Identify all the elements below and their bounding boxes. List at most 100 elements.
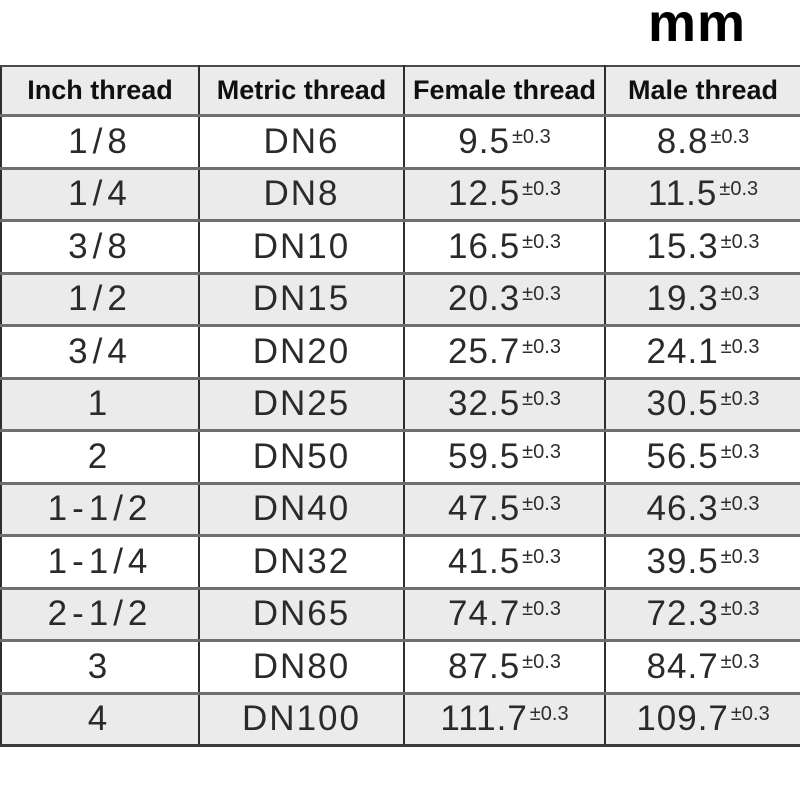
- female-value: 32.5: [448, 384, 521, 424]
- female-cell: 47.5 ±0.3: [403, 481, 606, 537]
- tolerance-sup: ±0.3: [720, 545, 760, 568]
- table-row: 1 DN25 32.5 ±0.3 30.5 ±0.3: [0, 376, 800, 432]
- metric-cell: DN8: [198, 166, 405, 222]
- male-cell: 56.5 ±0.3: [604, 429, 800, 485]
- col-header-female-thread: Female thread: [403, 65, 606, 117]
- tolerance-sup: ±0.3: [522, 388, 561, 411]
- table-row: 3/8 DN10 16.5 ±0.3 15.3 ±0.3: [0, 219, 800, 275]
- inch-cell: 1-1/4: [0, 534, 200, 590]
- male-cell: 15.3 ±0.3: [604, 219, 800, 275]
- table-row: 1/2 DN15 20.3 ±0.3 19.3 ±0.3: [0, 271, 800, 327]
- metric-cell: DN65: [198, 586, 405, 642]
- inch-cell: 1/8: [0, 114, 200, 170]
- table-row: 2 DN50 59.5 ±0.3 56.5 ±0.3: [0, 429, 800, 485]
- female-cell: 20.3 ±0.3: [403, 271, 606, 327]
- male-value: 109.7: [636, 699, 729, 739]
- tolerance-sup: ±0.3: [522, 440, 561, 463]
- male-value: 30.5: [646, 384, 719, 424]
- tolerance-sup: ±0.3: [522, 178, 561, 201]
- inch-cell: 1: [0, 376, 200, 432]
- metric-cell: DN32: [198, 534, 405, 590]
- tolerance-sup: ±0.3: [522, 283, 561, 306]
- male-cell: 84.7 ±0.3: [604, 639, 800, 695]
- metric-cell: DN50: [198, 429, 405, 485]
- tolerance-sup: ±0.3: [522, 230, 561, 253]
- male-value: 15.3: [646, 226, 719, 266]
- inch-cell: 3/4: [0, 324, 200, 380]
- male-cell: 8.8 ±0.3: [604, 114, 800, 170]
- female-value: 25.7: [448, 331, 521, 371]
- tolerance-sup: ±0.3: [720, 230, 760, 253]
- male-cell: 30.5 ±0.3: [604, 376, 800, 432]
- tolerance-sup: ±0.3: [511, 125, 551, 148]
- thread-size-table: Inch thread Metric thread Female thread …: [0, 65, 800, 747]
- female-value: 9.5: [458, 121, 510, 161]
- female-value: 16.5: [448, 226, 521, 266]
- female-cell: 25.7 ±0.3: [403, 324, 606, 380]
- inch-cell: 2-1/2: [0, 586, 200, 642]
- female-cell: 12.5 ±0.3: [403, 166, 606, 222]
- table-row: 3/4 DN20 25.7 ±0.3 24.1 ±0.3: [0, 324, 800, 380]
- inch-cell: 1/4: [0, 166, 200, 222]
- male-value: 72.3: [646, 594, 719, 634]
- tolerance-sup: ±0.3: [720, 388, 760, 411]
- female-value: 41.5: [448, 541, 521, 581]
- female-cell: 59.5 ±0.3: [403, 429, 606, 485]
- tolerance-sup: ±0.3: [730, 703, 770, 726]
- tolerance-sup: ±0.3: [720, 335, 760, 358]
- tolerance-sup: ±0.3: [719, 178, 759, 201]
- male-cell: 11.5 ±0.3: [604, 166, 800, 222]
- female-cell: 32.5 ±0.3: [403, 376, 606, 432]
- female-cell: 16.5 ±0.3: [403, 219, 606, 275]
- col-header-inch-thread: Inch thread: [0, 65, 200, 117]
- female-value: 47.5: [448, 489, 521, 529]
- metric-cell: DN25: [198, 376, 405, 432]
- female-value: 12.5: [448, 174, 521, 214]
- male-cell: 19.3 ±0.3: [604, 271, 800, 327]
- metric-cell: DN15: [198, 271, 405, 327]
- tolerance-sup: ±0.3: [522, 545, 561, 568]
- inch-cell: 4: [0, 691, 200, 747]
- col-header-male-thread: Male thread: [604, 65, 800, 117]
- female-value: 74.7: [448, 594, 521, 634]
- female-value: 111.7: [440, 699, 528, 739]
- female-cell: 87.5 ±0.3: [403, 639, 606, 695]
- tolerance-sup: ±0.3: [720, 493, 760, 516]
- male-value: 56.5: [646, 436, 719, 476]
- table-header-row: Inch thread Metric thread Female thread …: [0, 65, 800, 117]
- male-cell: 24.1 ±0.3: [604, 324, 800, 380]
- tolerance-sup: ±0.3: [529, 703, 569, 726]
- table-row: 1/4 DN8 12.5 ±0.3 11.5 ±0.3: [0, 166, 800, 222]
- male-value: 19.3: [646, 279, 719, 319]
- female-cell: 111.7 ±0.3: [403, 691, 606, 747]
- table-row: 4 DN100 111.7 ±0.3 109.7 ±0.3: [0, 691, 800, 747]
- male-value: 84.7: [646, 646, 719, 686]
- metric-cell: DN100: [198, 691, 405, 747]
- female-cell: 41.5 ±0.3: [403, 534, 606, 590]
- female-cell: 74.7 ±0.3: [403, 586, 606, 642]
- tolerance-sup: ±0.3: [522, 650, 561, 673]
- inch-cell: 1/2: [0, 271, 200, 327]
- table-row: 1-1/2 DN40 47.5 ±0.3 46.3 ±0.3: [0, 481, 800, 537]
- male-value: 46.3: [646, 489, 719, 529]
- metric-cell: DN10: [198, 219, 405, 275]
- male-value: 24.1: [646, 331, 719, 371]
- tolerance-sup: ±0.3: [710, 125, 750, 148]
- male-value: 8.8: [656, 121, 709, 161]
- female-value: 87.5: [448, 646, 521, 686]
- tolerance-sup: ±0.3: [522, 493, 561, 516]
- metric-cell: DN6: [198, 114, 405, 170]
- tolerance-sup: ±0.3: [522, 335, 561, 358]
- unit-label: mm: [648, 0, 747, 53]
- female-value: 59.5: [448, 436, 521, 476]
- metric-cell: DN20: [198, 324, 405, 380]
- metric-cell: DN80: [198, 639, 405, 695]
- tolerance-sup: ±0.3: [720, 598, 760, 621]
- male-value: 39.5: [646, 541, 719, 581]
- metric-cell: DN40: [198, 481, 405, 537]
- inch-cell: 3: [0, 639, 200, 695]
- tolerance-sup: ±0.3: [720, 440, 760, 463]
- tolerance-sup: ±0.3: [522, 598, 561, 621]
- male-cell: 39.5 ±0.3: [604, 534, 800, 590]
- table-row: 1/8 DN6 9.5 ±0.3 8.8 ±0.3: [0, 114, 800, 170]
